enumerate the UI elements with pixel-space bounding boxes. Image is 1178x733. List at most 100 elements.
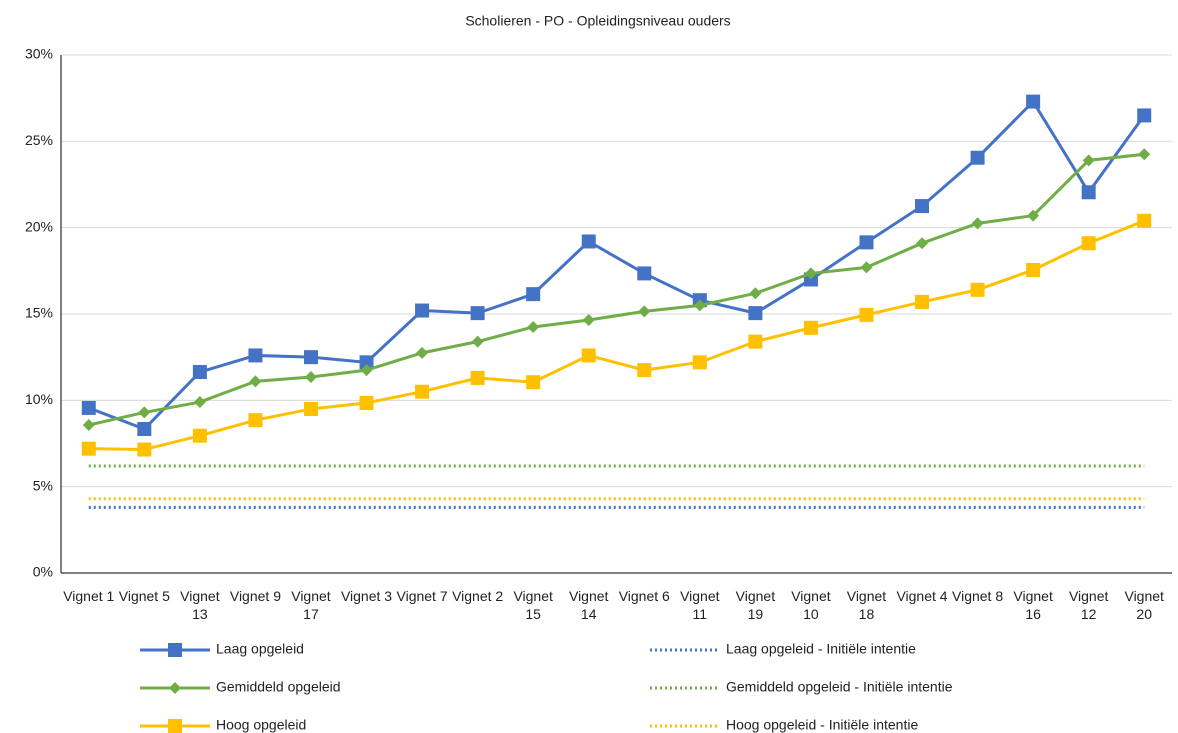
legend-label: Hoog opgeleid - Initiële intentie [726, 717, 918, 733]
data-point [360, 364, 373, 377]
data-point [248, 348, 263, 363]
x-tick-label: Vignet 16 [1013, 588, 1053, 622]
legend-marker [168, 719, 182, 733]
x-tick-label: Vignet 10 [791, 588, 831, 622]
data-point [192, 428, 207, 443]
data-point [359, 355, 374, 370]
data-point [803, 320, 818, 335]
x-tick-label: Vignet 18 [846, 588, 887, 622]
x-tick-label: Vignet 20 [1124, 588, 1164, 622]
y-tick-label: 0% [33, 564, 53, 580]
data-point [581, 234, 596, 249]
data-point [1138, 148, 1151, 161]
data-point [470, 370, 485, 385]
data-point [359, 395, 374, 410]
y-tick-label: 15% [25, 305, 53, 321]
data-point [970, 282, 985, 297]
data-point [526, 287, 541, 302]
y-tick-label: 10% [25, 391, 53, 407]
data-point [527, 320, 540, 333]
x-tick-label: Vignet 4 [896, 588, 948, 604]
legend-label: Hoog opgeleid [216, 717, 306, 733]
data-point [970, 150, 985, 165]
data-point [1026, 94, 1041, 109]
data-point [82, 419, 95, 432]
legend-label: Laag opgeleid [216, 641, 304, 657]
data-point [915, 294, 930, 309]
data-point [638, 305, 651, 318]
data-point [637, 266, 652, 281]
data-point [804, 267, 817, 280]
data-point [916, 237, 929, 250]
data-point [860, 261, 873, 274]
data-point [581, 348, 596, 363]
x-tick-label: Vignet 9 [229, 588, 281, 604]
y-tick-label: 5% [33, 477, 53, 493]
data-point [971, 217, 984, 230]
data-point [81, 441, 96, 456]
data-point [1081, 185, 1096, 200]
x-tick-label: Vignet 14 [568, 588, 609, 622]
data-point [249, 375, 262, 388]
data-point [749, 287, 762, 300]
data-point [637, 363, 652, 378]
data-point [81, 400, 96, 415]
x-tick-label: Vignet 15 [513, 588, 553, 622]
x-tick-label: Vignet 6 [618, 588, 670, 604]
legend-marker [169, 682, 181, 694]
data-point [137, 421, 152, 436]
data-point [415, 384, 430, 399]
y-tick-label: 20% [25, 218, 53, 234]
data-point [859, 235, 874, 250]
x-tick-label: Vignet 19 [735, 588, 776, 622]
data-point [1137, 213, 1152, 228]
data-point [192, 365, 207, 380]
data-point [138, 406, 151, 419]
series-line [88, 99, 1146, 431]
legend-label: Laag opgeleid - Initiële intentie [726, 641, 916, 657]
data-point [1082, 154, 1095, 167]
data-point [303, 401, 318, 416]
x-tick-label: Vignet 8 [952, 588, 1004, 604]
data-point [303, 350, 318, 365]
data-point [693, 299, 706, 312]
data-point [193, 396, 206, 409]
data-point [471, 335, 484, 348]
data-point [470, 306, 485, 321]
data-point [415, 303, 430, 318]
series-line [88, 152, 1145, 427]
legend-label: Gemiddeld opgeleid [216, 679, 341, 695]
x-tick-label: Vignet 7 [396, 588, 448, 604]
data-point [1027, 209, 1040, 222]
y-tick-label: 25% [25, 132, 53, 148]
x-tick-label: Vignet 3 [340, 588, 393, 604]
data-point [692, 355, 707, 370]
x-tick-label: Vignet 13 [180, 588, 220, 622]
data-point [1081, 236, 1096, 251]
x-tick-label: Vignet 11 [680, 588, 720, 622]
data-point [859, 307, 874, 322]
data-point [748, 334, 763, 349]
x-tick-label: Vignet 1 [63, 588, 115, 604]
data-point [526, 375, 541, 390]
data-point [416, 346, 429, 359]
data-point [1137, 108, 1152, 123]
legend-label: Gemiddeld opgeleid - Initiële intentie [726, 679, 953, 695]
chart-title: Scholieren - PO - Opleidingsniveau ouder… [465, 13, 730, 29]
x-tick-label: Vignet 12 [1068, 588, 1109, 622]
x-tick-label: Vignet 17 [291, 588, 331, 622]
data-point [915, 199, 930, 214]
data-point [304, 371, 317, 384]
y-tick-label: 30% [25, 46, 53, 62]
data-point [1026, 262, 1041, 277]
data-point [748, 306, 763, 321]
data-point [582, 314, 595, 327]
data-point [137, 442, 152, 457]
data-point [248, 413, 263, 428]
legend-marker [168, 643, 182, 657]
series-line [88, 219, 1145, 452]
x-tick-label: Vignet 5 [118, 588, 170, 604]
x-tick-label: Vignet 2 [452, 588, 504, 604]
